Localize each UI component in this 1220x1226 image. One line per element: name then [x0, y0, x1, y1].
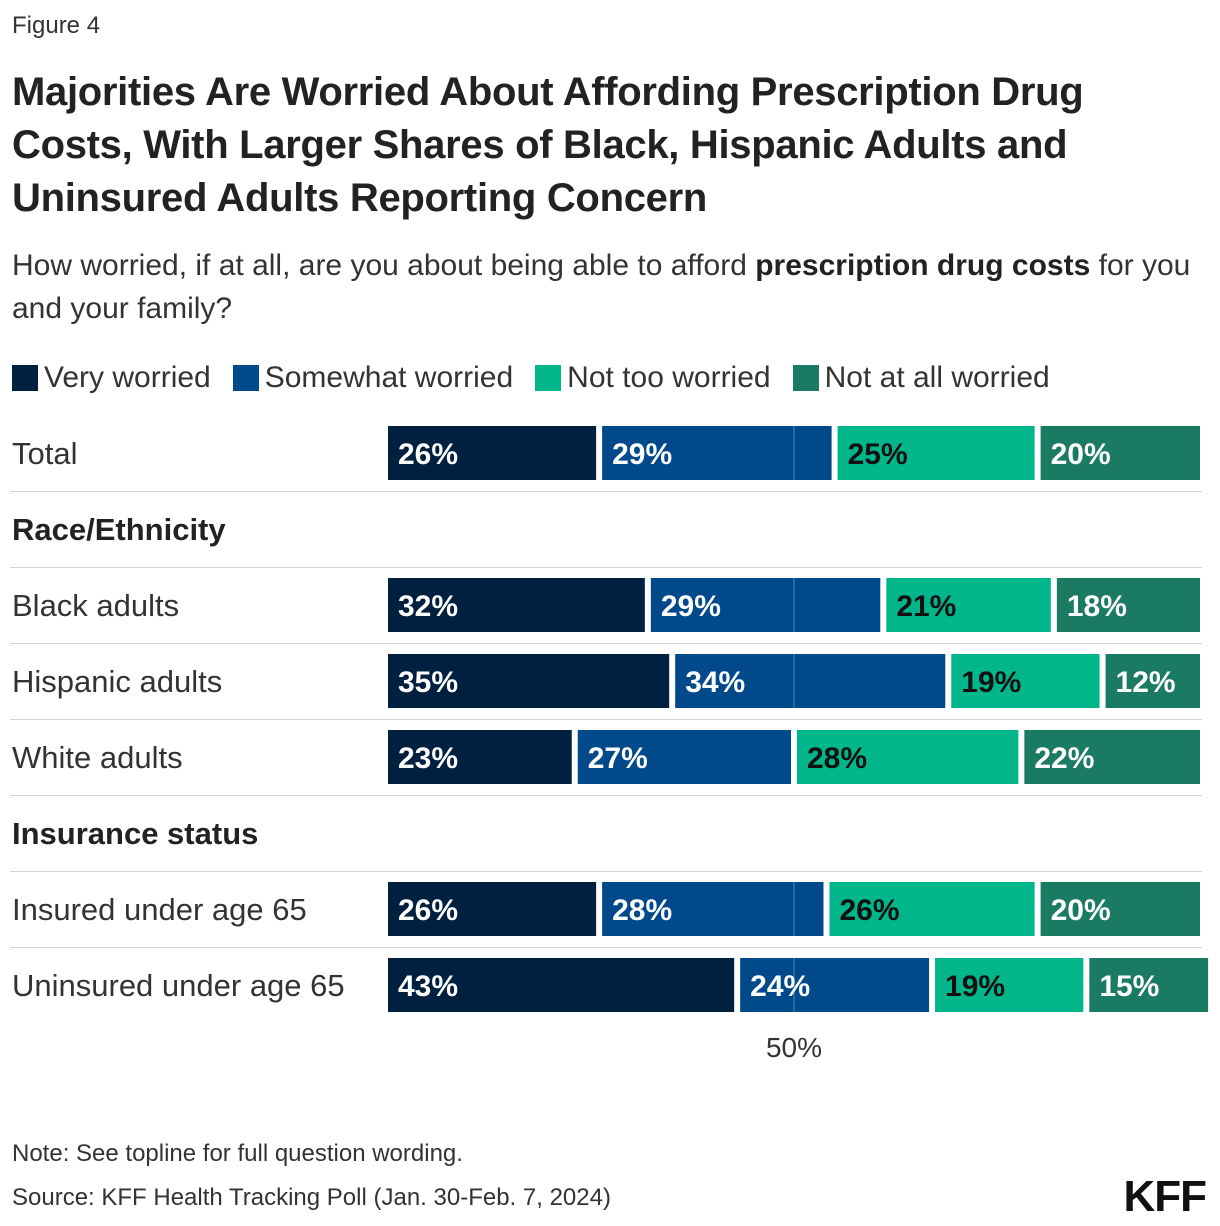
bar-segment	[951, 654, 1100, 708]
legend-label: Not at all worried	[824, 361, 1050, 394]
chart-subtitle: How worried, if at all, are you about be…	[12, 244, 1212, 330]
bar-value-label: 18%	[1067, 590, 1127, 623]
legend: Very worried Somewhat worried Not too wo…	[12, 358, 1072, 398]
bar-value-label: 34%	[685, 666, 745, 699]
legend-item-not-at-all-worried: Not at all worried	[792, 361, 1050, 395]
bar-segment	[829, 882, 1035, 936]
legend-item-not-too-worried: Not too worried	[535, 361, 771, 395]
bar-value-label: 24%	[750, 970, 810, 1003]
bar-segment	[1105, 654, 1200, 708]
legend-swatch	[535, 365, 562, 391]
legend-label: Very worried	[44, 361, 211, 394]
legend-label: Somewhat worried	[264, 361, 514, 394]
bar-value-label: 19%	[945, 970, 1005, 1003]
row-label-insured-under-65: Insured under age 65	[12, 892, 307, 927]
subtitle-text: How worried, if at all, are you about be…	[12, 249, 756, 282]
legend-item-somewhat-worried: Somewhat worried	[232, 361, 514, 395]
bar-segment	[602, 426, 832, 480]
bar-segment	[1040, 882, 1200, 936]
bar-segment	[1040, 426, 1200, 480]
bar-value-label: 28%	[612, 894, 672, 927]
subtitle-emphasis: prescription drug costs	[755, 249, 1091, 282]
bar-segment	[650, 578, 881, 632]
x-tick-label: 50%	[766, 1032, 822, 1063]
bar-segment	[388, 654, 670, 708]
row-separator	[10, 795, 1202, 796]
bar-value-label: 32%	[398, 590, 458, 623]
bar-value-label: 29%	[661, 590, 721, 623]
bar-segment	[388, 578, 645, 632]
footnote: Note: See topline for full question word…	[12, 1140, 463, 1167]
bar-segment	[388, 426, 597, 480]
group-label-insurance-status: Insurance status	[12, 816, 259, 851]
row-separator	[10, 567, 1202, 568]
bar-segment	[577, 730, 791, 784]
bar-value-label: 21%	[896, 590, 956, 623]
bar-segment	[1024, 730, 1200, 784]
row-label-white-adults: White adults	[12, 740, 183, 775]
bar-value-label: 15%	[1099, 970, 1159, 1003]
bar-segment	[388, 958, 735, 1012]
row-label-hispanic-adults: Hispanic adults	[12, 664, 223, 699]
bar-value-label: 23%	[398, 742, 458, 775]
source-note: Source: KFF Health Tracking Poll (Jan. 3…	[12, 1184, 611, 1211]
bar-value-label: 35%	[398, 666, 458, 699]
bar-segment	[886, 578, 1051, 632]
row-label-uninsured-under-65: Uninsured under age 65	[12, 968, 345, 1003]
legend-swatch	[232, 365, 259, 391]
bar-segment	[388, 882, 597, 936]
chart-title: Majorities Are Worried About Affording P…	[12, 70, 1084, 220]
figure-label: Figure 4	[12, 12, 101, 39]
legend-swatch	[792, 365, 819, 391]
row-separator	[10, 491, 1202, 492]
bar-value-label: 27%	[588, 742, 648, 775]
row-separator	[10, 643, 1202, 644]
bar-segment	[797, 730, 1019, 784]
bar-segment	[388, 730, 572, 784]
legend-label: Not too worried	[567, 361, 771, 394]
legend-swatch	[12, 365, 38, 391]
bar-value-label: 26%	[398, 438, 458, 471]
row-label-total: Total	[12, 436, 78, 471]
bar-value-label: 43%	[398, 970, 458, 1003]
row-separator	[10, 871, 1202, 872]
bar-segment	[602, 882, 824, 936]
bar-value-label: 26%	[839, 894, 899, 927]
bar-segment	[1056, 578, 1200, 632]
bar-value-label: 29%	[612, 438, 672, 471]
kff-logo: KFF	[1123, 1172, 1207, 1221]
bar-value-label: 20%	[1051, 438, 1111, 471]
row-separator	[10, 719, 1202, 720]
bar-value-label: 12%	[1116, 666, 1176, 699]
bar-value-label: 22%	[1034, 742, 1094, 775]
bar-value-label: 19%	[961, 666, 1021, 699]
bar-segment	[740, 958, 930, 1012]
bar-value-label: 20%	[1051, 894, 1111, 927]
bar-value-label: 26%	[398, 894, 458, 927]
subtitle-end: for you and your family?	[12, 249, 1191, 325]
bar-segment	[837, 426, 1035, 480]
bar-segment	[675, 654, 946, 708]
bar-segment	[1089, 958, 1209, 1012]
row-label-black-adults: Black adults	[12, 588, 180, 623]
row-separator	[10, 947, 1202, 948]
bar-value-label: 28%	[807, 742, 867, 775]
bar-value-label: 25%	[848, 438, 908, 471]
group-label-race-ethnicity: Race/Ethnicity	[12, 512, 226, 547]
legend-item-very-worried: Very worried	[12, 361, 211, 395]
bar-segment	[935, 958, 1084, 1012]
